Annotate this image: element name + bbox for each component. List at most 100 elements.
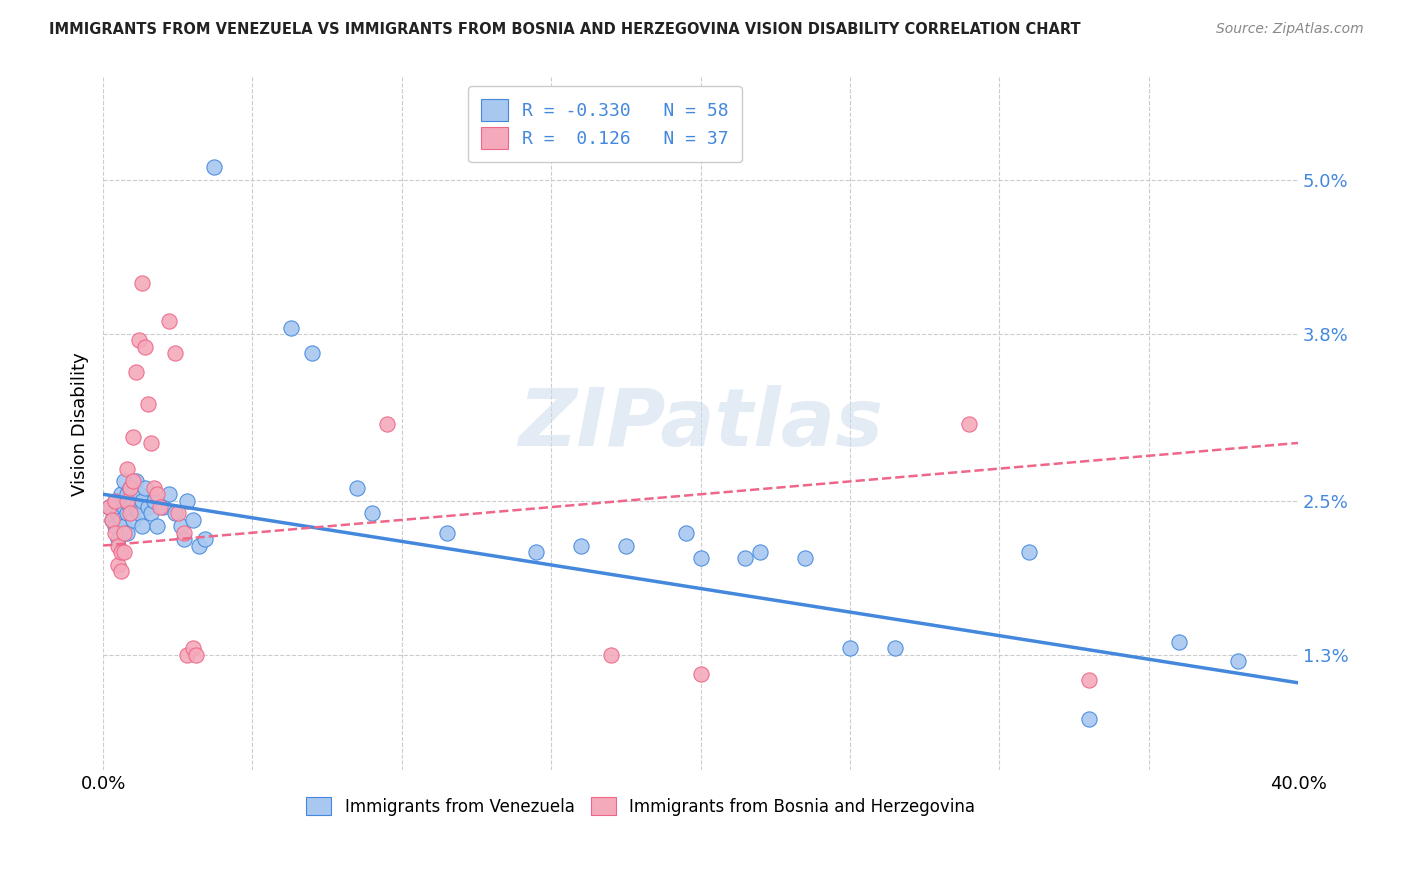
Point	[675, 525, 697, 540]
Point	[959, 417, 981, 431]
Point	[173, 525, 195, 540]
Point	[112, 519, 135, 533]
Point	[361, 507, 384, 521]
Point	[146, 487, 169, 501]
Point	[134, 340, 156, 354]
Point	[107, 507, 129, 521]
Point	[524, 545, 547, 559]
Point	[104, 493, 127, 508]
Point	[375, 417, 398, 431]
Point	[1078, 673, 1101, 688]
Point	[194, 532, 217, 546]
Legend: Immigrants from Venezuela, Immigrants from Bosnia and Herzegovina: Immigrants from Venezuela, Immigrants fr…	[298, 789, 984, 824]
Point	[176, 648, 198, 662]
Text: ZIPatlas: ZIPatlas	[517, 384, 883, 463]
Point	[569, 539, 592, 553]
Point	[110, 487, 132, 501]
Point	[280, 320, 302, 334]
Point	[600, 648, 623, 662]
Point	[112, 545, 135, 559]
Point	[163, 346, 186, 360]
Point	[142, 493, 165, 508]
Point	[107, 558, 129, 572]
Point	[139, 436, 162, 450]
Point	[122, 429, 145, 443]
Point	[173, 532, 195, 546]
Point	[346, 481, 368, 495]
Point	[181, 641, 204, 656]
Point	[142, 481, 165, 495]
Point	[202, 160, 225, 174]
Point	[110, 564, 132, 578]
Point	[152, 500, 174, 514]
Point	[101, 513, 124, 527]
Point	[118, 481, 141, 495]
Point	[184, 648, 207, 662]
Point	[146, 519, 169, 533]
Point	[1227, 654, 1250, 668]
Point	[115, 487, 138, 501]
Point	[128, 507, 150, 521]
Point	[176, 493, 198, 508]
Point	[139, 507, 162, 521]
Point	[118, 500, 141, 514]
Point	[166, 507, 188, 521]
Point	[107, 532, 129, 546]
Point	[115, 525, 138, 540]
Point	[118, 481, 141, 495]
Point	[122, 493, 145, 508]
Point	[112, 500, 135, 514]
Point	[170, 519, 193, 533]
Point	[131, 519, 153, 533]
Point	[689, 666, 711, 681]
Point	[163, 507, 186, 521]
Text: Source: ZipAtlas.com: Source: ZipAtlas.com	[1216, 22, 1364, 37]
Point	[115, 507, 138, 521]
Point	[136, 500, 159, 514]
Point	[115, 461, 138, 475]
Point	[101, 513, 124, 527]
Point	[794, 551, 817, 566]
Point	[883, 641, 905, 656]
Point	[136, 397, 159, 411]
Point	[1018, 545, 1040, 559]
Point	[125, 366, 148, 380]
Point	[107, 539, 129, 553]
Point	[1078, 712, 1101, 726]
Point	[104, 519, 127, 533]
Point	[115, 493, 138, 508]
Point	[749, 545, 772, 559]
Point	[98, 500, 121, 514]
Point	[187, 539, 209, 553]
Point	[125, 475, 148, 489]
Point	[301, 346, 323, 360]
Point	[157, 487, 180, 501]
Point	[112, 525, 135, 540]
Point	[110, 513, 132, 527]
Point	[157, 314, 180, 328]
Point	[734, 551, 756, 566]
Point	[128, 334, 150, 348]
Point	[118, 507, 141, 521]
Point	[122, 513, 145, 527]
Point	[104, 525, 127, 540]
Point	[134, 481, 156, 495]
Point	[128, 487, 150, 501]
Point	[689, 551, 711, 566]
Point	[1167, 634, 1189, 648]
Point	[436, 525, 458, 540]
Point	[104, 493, 127, 508]
Point	[125, 500, 148, 514]
Point	[149, 500, 172, 514]
Point	[98, 500, 121, 514]
Point	[122, 475, 145, 489]
Point	[614, 539, 637, 553]
Point	[131, 276, 153, 290]
Point	[181, 513, 204, 527]
Point	[110, 545, 132, 559]
Point	[839, 641, 862, 656]
Y-axis label: Vision Disability: Vision Disability	[72, 351, 89, 496]
Point	[131, 493, 153, 508]
Point	[112, 475, 135, 489]
Text: IMMIGRANTS FROM VENEZUELA VS IMMIGRANTS FROM BOSNIA AND HERZEGOVINA VISION DISAB: IMMIGRANTS FROM VENEZUELA VS IMMIGRANTS …	[49, 22, 1081, 37]
